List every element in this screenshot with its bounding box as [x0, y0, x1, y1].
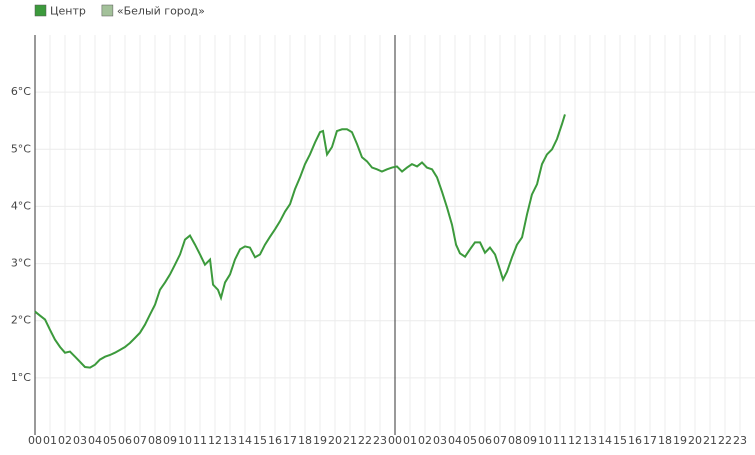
x-tick-label: 02	[418, 434, 432, 447]
x-tick-label: 12	[208, 434, 222, 447]
legend-swatch	[101, 4, 114, 17]
x-tick-label: 03	[433, 434, 447, 447]
x-tick-label: 16	[628, 434, 642, 447]
x-tick-label: 23	[373, 434, 387, 447]
x-tick-label: 09	[523, 434, 537, 447]
x-tick-label: 12	[568, 434, 582, 447]
x-tick-label: 01	[403, 434, 417, 447]
x-tick-label: 04	[88, 434, 102, 447]
x-tick-label: 08	[508, 434, 522, 447]
x-tick-label: 22	[718, 434, 732, 447]
x-tick-label: 21	[703, 434, 717, 447]
x-tick-label: 19	[673, 434, 687, 447]
y-tick-label: 3°C	[11, 257, 31, 270]
x-tick-label: 08	[148, 434, 162, 447]
x-tick-label: 11	[193, 434, 207, 447]
x-tick-label: 14	[238, 434, 252, 447]
y-tick-label: 4°C	[11, 199, 31, 212]
y-tick-label: 1°C	[11, 371, 31, 384]
x-tick-label: 17	[283, 434, 297, 447]
series-line	[34, 114, 566, 369]
x-tick-label: 17	[643, 434, 657, 447]
x-tick-label: 10	[178, 434, 192, 447]
x-tick-label: 20	[328, 434, 342, 447]
x-tick-label: 14	[598, 434, 612, 447]
x-tick-label: 18	[298, 434, 312, 447]
legend-swatch	[34, 4, 47, 17]
x-tick-label: 07	[133, 434, 147, 447]
x-tick-label: 07	[493, 434, 507, 447]
x-tick-label: 11	[553, 434, 567, 447]
x-tick-label: 23	[733, 434, 747, 447]
x-tick-label: 13	[223, 434, 237, 447]
x-tick-label: 06	[118, 434, 132, 447]
legend-label: Центр	[50, 5, 86, 18]
x-tick-label: 01	[43, 434, 57, 447]
x-tick-label: 04	[448, 434, 462, 447]
x-tick-label: 09	[163, 434, 177, 447]
x-tick-label: 20	[688, 434, 702, 447]
x-tick-label: 18	[658, 434, 672, 447]
legend-label: «Белый город»	[117, 5, 205, 18]
x-tick-label: 13	[583, 434, 597, 447]
x-tick-label: 00	[28, 434, 42, 447]
y-tick-label: 6°C	[11, 85, 31, 98]
x-tick-label: 05	[103, 434, 117, 447]
x-tick-label: 05	[463, 434, 477, 447]
y-tick-label: 2°C	[11, 314, 31, 327]
x-tick-label: 19	[313, 434, 327, 447]
x-tick-label: 22	[358, 434, 372, 447]
x-tick-label: 00	[388, 434, 402, 447]
x-tick-label: 02	[58, 434, 72, 447]
x-tick-label: 21	[343, 434, 357, 447]
x-tick-label: 15	[253, 434, 267, 447]
x-tick-label: 15	[613, 434, 627, 447]
x-tick-label: 03	[73, 434, 87, 447]
x-tick-label: 16	[268, 434, 282, 447]
y-tick-label: 5°C	[11, 142, 31, 155]
x-tick-label: 06	[478, 434, 492, 447]
x-tick-label: 10	[538, 434, 552, 447]
